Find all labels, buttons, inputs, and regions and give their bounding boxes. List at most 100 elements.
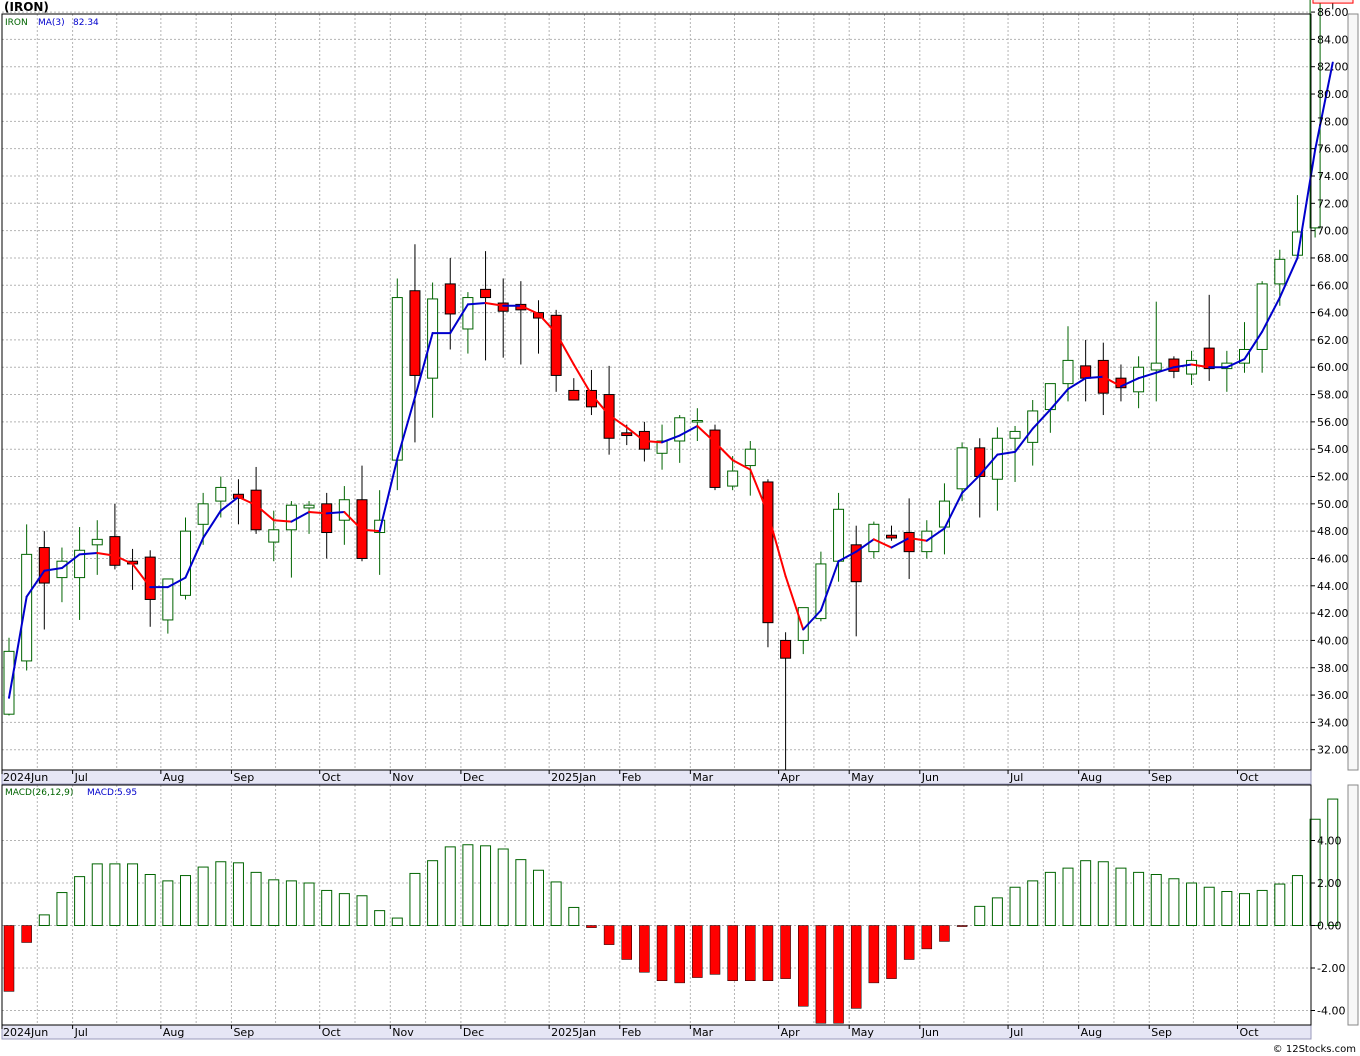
last-price-box [1312,0,1354,4]
macd-legend-label: MACD(26,12,9) [5,788,73,798]
candle-body [144,556,156,600]
macd-bar [550,881,562,926]
candle-body [391,297,403,461]
price-tick-label: 36.00 [1317,689,1349,702]
price-tick-label: 84.00 [1317,33,1349,46]
ma-segment [1137,371,1158,380]
macd-bar [1327,798,1339,926]
ma-segment [466,302,487,306]
macd-bar [338,893,350,926]
price-tick-label: 34.00 [1317,716,1349,729]
ma-segment [1102,375,1122,388]
macd-bar [462,844,474,926]
ma-segment [1172,363,1193,369]
candle-body [1256,283,1268,350]
price-legend-ma-value: 82.34 [73,18,99,28]
x-tick-label: Oct [322,1026,342,1039]
x-tick-label: May [851,771,874,784]
ma-segment [1049,388,1069,411]
macd-bar [215,861,227,926]
macd-bar [232,862,244,926]
macd-bar [1097,861,1109,926]
macd-bar [1133,871,1145,926]
price-tick-label: 52.00 [1317,471,1349,484]
macd-bar [1221,891,1233,926]
ma-segment [325,511,346,515]
ma-segment [1067,377,1087,391]
macd-bar [444,846,456,926]
price-tick-label: 44.00 [1317,580,1349,593]
ma-segment [802,609,822,631]
macd-panel [3,798,1339,1024]
x-tick-label: 2024Jun [3,771,48,784]
ma-segment [290,511,311,523]
macd-bar [639,925,650,973]
ma-segment [1278,256,1299,299]
x-tick-label: Dec [463,1026,484,1039]
macd-bar [603,925,615,945]
ma-segment [890,536,911,549]
ma-segment [537,312,558,335]
macd-xaxis-band [1,1024,1312,1040]
candle-body [780,639,792,659]
ma-segment [361,528,381,533]
candle-body [162,578,174,621]
macd-bar [109,863,121,926]
candle-body [550,314,562,376]
x-tick-label: Nov [392,771,414,784]
ma-segment [749,468,769,515]
x-tick-label: May [851,1026,874,1039]
candle-body [303,504,315,509]
ma-segment [1243,330,1264,361]
candle-body [197,503,209,525]
macd-bar [180,875,191,926]
macd-bar [974,905,986,926]
macd-bar [727,925,738,981]
candle-body [250,489,262,531]
ma-segment [1190,363,1211,369]
candle-body [38,547,50,584]
price-tick-label: 86.00 [1317,6,1349,19]
ma-segment [378,457,399,533]
price-legend-symbol: IRON [5,18,28,28]
ma-segment [96,552,116,557]
ma-segment [1155,366,1175,374]
x-tick-label: 2024Jun [3,1026,48,1039]
x-tick-label: Sep [1151,771,1172,784]
candle-body [1203,347,1215,370]
x-tick-label: Jul [74,1026,88,1039]
candle-body [991,437,1003,480]
ma-segment [1314,61,1334,152]
footer-credit: © 12Stocks.com [1273,1044,1356,1055]
price-tick-label: 76.00 [1317,143,1349,156]
macd-bar [21,925,32,943]
price-tick-label: 48.00 [1317,525,1349,538]
candle-body [91,538,103,546]
candle-body [497,302,509,312]
label-layer: IRON MA(3) 82.34 MACD(26,12,9) MACD:5.95… [5,18,1356,1055]
x-tick-label: 2025Jan [551,771,596,784]
price-tick-label: 80.00 [1317,88,1349,101]
price-xaxis-band [1,769,1312,785]
ma-segment [8,595,28,699]
ma-segment [961,474,981,494]
candle-body [621,432,633,437]
ma-segment [696,424,716,444]
macd-bar [56,892,68,926]
candle-body [480,288,492,299]
candle-body [338,499,350,521]
ma-segment [1014,427,1034,453]
ma-segment [855,538,875,553]
ma-segment [1225,358,1246,369]
macd-bar [374,910,386,926]
price-panel [3,0,1334,771]
price-tick-label: 42.00 [1317,607,1349,620]
candle-body [674,417,686,442]
macd-bar [480,845,492,926]
price-tick-label: 58.00 [1317,389,1349,402]
price-legend-ma-label: MA(3) [38,18,65,28]
ma-segment [555,332,575,366]
ma-segment [60,553,81,570]
price-tick-label: 54.00 [1317,443,1349,456]
